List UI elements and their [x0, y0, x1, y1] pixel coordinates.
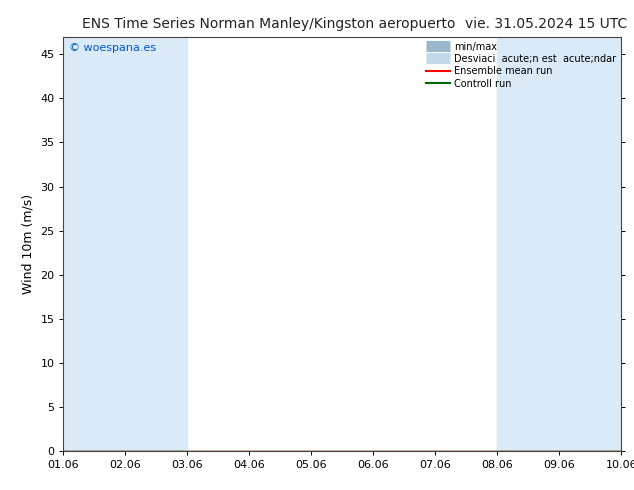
Bar: [497, 37, 559, 451]
Y-axis label: Wind 10m (m/s): Wind 10m (m/s): [22, 194, 35, 294]
Bar: [63, 37, 126, 451]
Legend: min/max, Desviaci  acute;n est  acute;ndar, Ensemble mean run, Controll run: min/max, Desviaci acute;n est acute;ndar…: [424, 40, 618, 91]
Text: ENS Time Series Norman Manley/Kingston aeropuerto: ENS Time Series Norman Manley/Kingston a…: [82, 17, 456, 31]
Text: © woespana.es: © woespana.es: [69, 43, 156, 53]
Text: vie. 31.05.2024 15 UTC: vie. 31.05.2024 15 UTC: [465, 17, 628, 31]
Bar: [559, 37, 621, 451]
Bar: [126, 37, 188, 451]
